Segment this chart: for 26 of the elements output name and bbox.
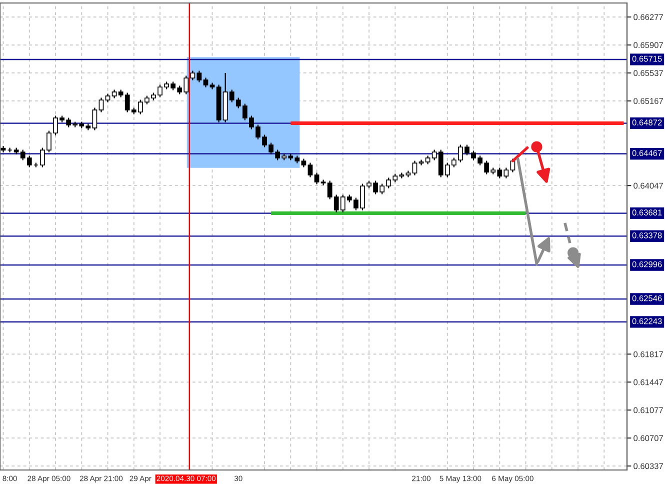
candlestick (412, 160, 418, 176)
candlestick (203, 77, 208, 88)
ref-line-label: 0.64467 (632, 150, 662, 156)
y-tick-label: 0.60707 (634, 435, 663, 442)
candlestick (418, 159, 424, 166)
candlestick (308, 162, 313, 178)
y-tick-label: 0.65907 (634, 42, 663, 48)
y-tick-label: 0.65167 (634, 98, 663, 104)
ref-line-label: 0.65715 (632, 56, 662, 62)
y-tick-label: 0.61447 (634, 379, 663, 386)
ref-line-label: 0.62243 (632, 318, 662, 324)
ref-line-label: 0.62546 (632, 295, 662, 302)
candlestick (314, 172, 320, 185)
candlestick (92, 107, 98, 131)
ref-line-label: 0.64872 (632, 120, 662, 126)
candlestick (98, 97, 104, 113)
y-tick-label: 0.66277 (634, 14, 663, 20)
ref-line-label: 0.63378 (632, 232, 662, 238)
ref-line-label: 0.62996 (632, 261, 662, 268)
y-tick-label: 0.64047 (634, 182, 663, 189)
ref-line-label: 0.63681 (632, 210, 662, 216)
candlestick (196, 70, 202, 83)
y-tick-label: 0.61817 (634, 351, 663, 358)
y-tick-label: 0.65537 (634, 70, 663, 76)
y-tick-label: 0.60337 (634, 463, 663, 470)
y-tick-label: 0.61077 (634, 407, 663, 414)
